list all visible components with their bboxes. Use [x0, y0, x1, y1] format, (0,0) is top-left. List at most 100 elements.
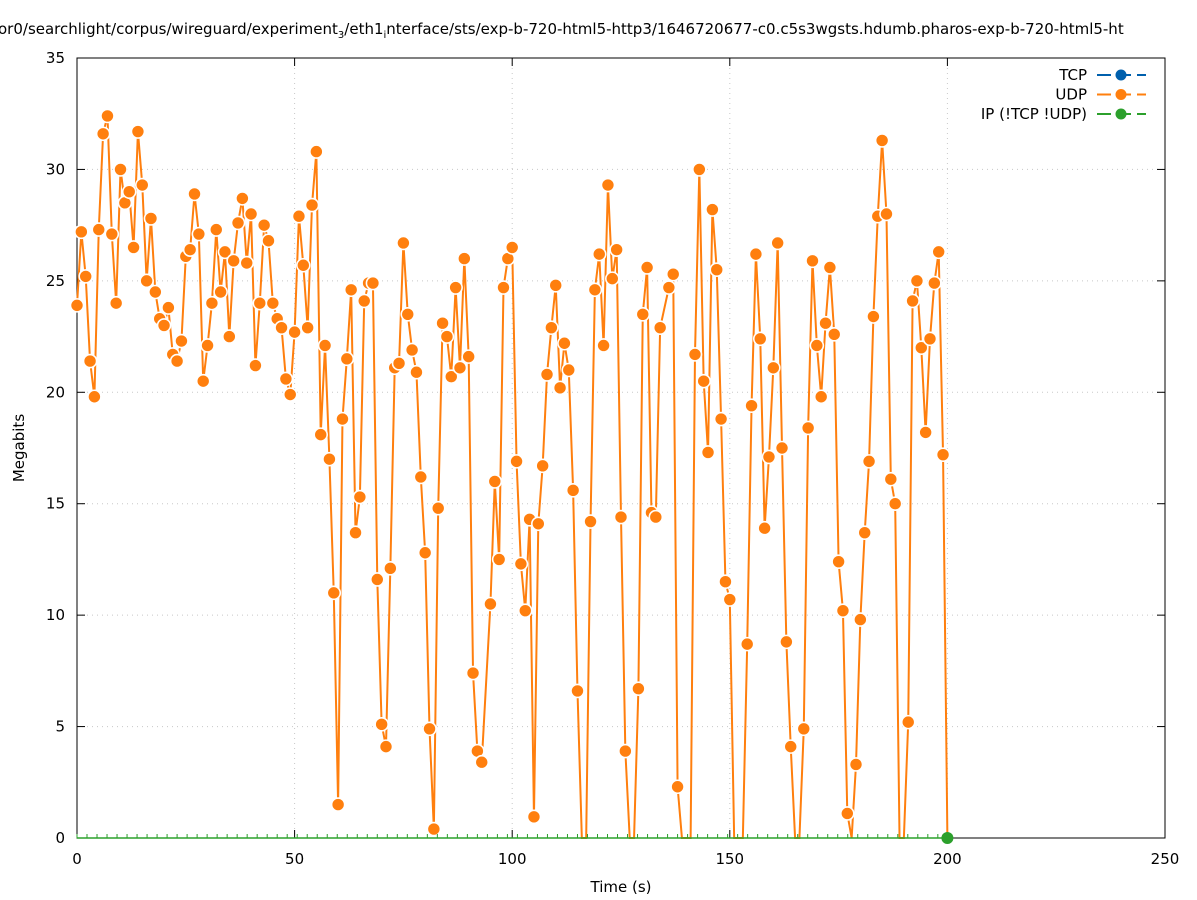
data-point — [282, 387, 298, 402]
data-point — [722, 592, 738, 607]
data-point — [174, 333, 189, 349]
data-point — [134, 177, 150, 193]
data-point — [422, 721, 437, 737]
data-point — [661, 280, 677, 295]
title-part: or0/searchlight/corpus/wireguard/experim… — [0, 20, 338, 38]
data-point — [195, 373, 211, 389]
data-point — [383, 561, 398, 576]
data-point — [517, 603, 533, 618]
series-layer — [69, 108, 954, 844]
data-point — [326, 585, 342, 601]
data-point — [544, 320, 559, 335]
data-point — [291, 208, 307, 224]
data-point — [278, 371, 294, 387]
series-line — [76, 115, 949, 839]
data-point — [204, 295, 220, 311]
title-subscript: i — [383, 30, 387, 41]
data-point — [317, 338, 333, 353]
data-point — [752, 331, 768, 347]
x-tick-label: 250 — [1151, 850, 1180, 868]
data-point — [356, 293, 372, 309]
data-point — [800, 420, 816, 436]
legend-label: TCP — [1058, 66, 1087, 84]
data-point — [483, 596, 498, 612]
data-point — [374, 717, 389, 732]
legend-marker — [1115, 89, 1127, 100]
data-point — [887, 496, 903, 512]
data-point — [504, 240, 520, 255]
data-point — [713, 411, 729, 427]
data-point — [226, 253, 241, 269]
data-point — [709, 262, 725, 278]
data-point — [757, 520, 772, 536]
data-point — [74, 224, 89, 240]
data-point — [121, 184, 137, 200]
data-point — [818, 315, 833, 331]
data-point — [513, 556, 529, 572]
data-point — [600, 177, 616, 193]
data-point — [840, 806, 855, 821]
y-tick-label: 20 — [46, 383, 65, 401]
data-point — [343, 282, 359, 298]
data-point — [474, 754, 490, 770]
data-point — [378, 739, 394, 754]
data-point — [718, 574, 733, 590]
data-point — [82, 353, 98, 369]
data-point — [783, 739, 799, 754]
data-point — [139, 273, 154, 289]
data-point — [526, 809, 542, 825]
data-point — [853, 612, 868, 627]
data-point — [635, 306, 651, 322]
data-point — [826, 327, 842, 342]
y-tick-label: 25 — [46, 272, 65, 290]
data-point — [604, 271, 620, 286]
data-point — [866, 309, 881, 324]
data-point — [248, 358, 263, 373]
title-part: nterface/sts/exp-b-720-html5-http3/16467… — [386, 20, 1124, 38]
data-point — [509, 454, 524, 469]
axes: 0 5 10 15 20 25 30 35 0 50 100 150 200 250 — [46, 49, 1179, 868]
y-tick-label: 0 — [55, 829, 65, 847]
x-tick-label: 200 — [933, 850, 962, 868]
data-point — [435, 315, 450, 331]
x-tick-label: 50 — [285, 850, 304, 868]
data-point — [931, 244, 946, 260]
data-point — [243, 206, 259, 222]
data-point — [230, 215, 246, 231]
data-point — [126, 240, 141, 255]
data-point — [813, 389, 829, 405]
data-point — [108, 295, 124, 311]
data-point — [491, 552, 507, 567]
data-point — [274, 320, 289, 335]
data-point — [552, 380, 568, 396]
data-point — [239, 255, 255, 271]
data-point — [330, 797, 346, 812]
title-part: /eth1 — [344, 20, 384, 38]
data-point — [766, 360, 781, 376]
data-point — [565, 483, 581, 498]
data-point — [879, 206, 894, 222]
data-point — [213, 284, 228, 300]
data-point — [87, 389, 102, 405]
data-point — [309, 144, 324, 159]
data-point — [591, 246, 607, 262]
data-point — [561, 362, 577, 378]
data-point — [900, 714, 916, 730]
data-point — [665, 266, 681, 282]
data-point — [609, 242, 624, 257]
data-point — [883, 471, 899, 487]
data-point — [913, 340, 929, 356]
data-point — [413, 469, 429, 485]
data-point — [265, 295, 281, 311]
data-point — [191, 226, 207, 242]
legend-label: IP (!TCP !UDP) — [981, 105, 1087, 123]
data-point — [261, 233, 276, 249]
data-point — [182, 242, 198, 257]
data-point — [161, 300, 176, 315]
data-point — [557, 335, 572, 351]
data-point — [631, 681, 646, 696]
data-point — [570, 683, 585, 699]
data-point — [539, 367, 555, 382]
